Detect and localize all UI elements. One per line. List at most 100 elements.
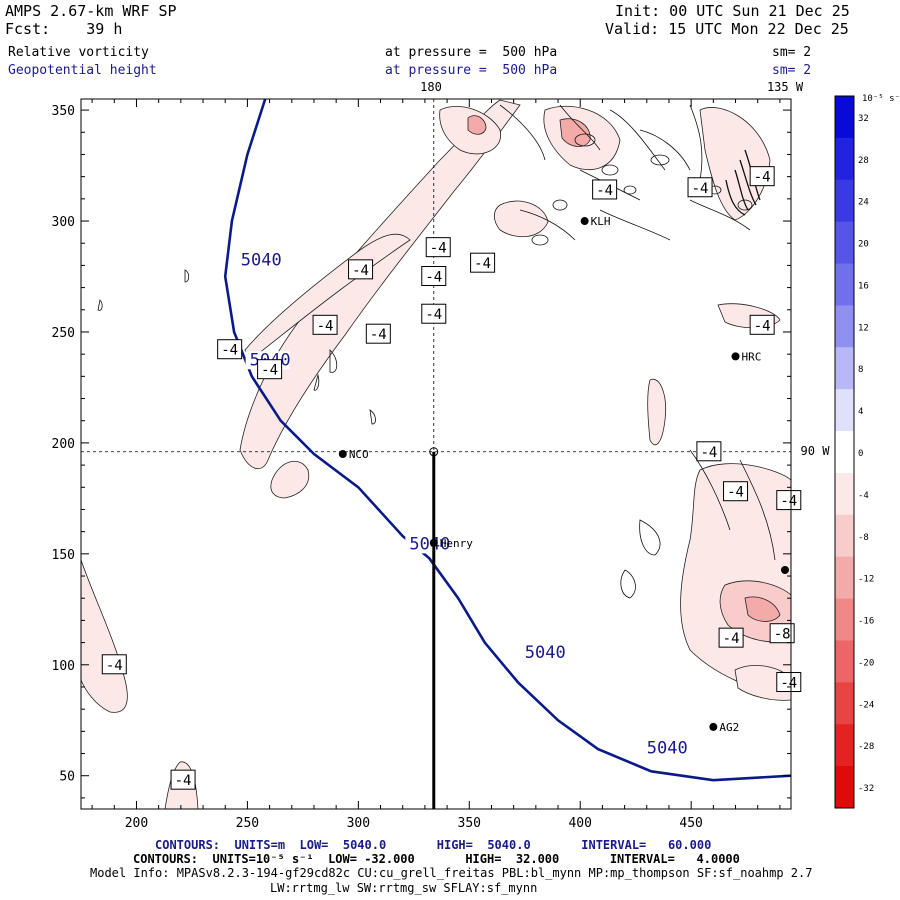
vorticity-label-text: -4 xyxy=(474,256,491,272)
height-contour-label: 5040 xyxy=(647,739,688,759)
x-tick-label: 450 xyxy=(679,816,702,831)
vorticity-label-text: -4 xyxy=(596,183,613,199)
vorticity-contour-label: -4 xyxy=(687,177,713,198)
height-label-bg xyxy=(520,644,565,663)
station-dot xyxy=(580,217,589,226)
vorticity-label-box xyxy=(257,359,283,380)
vorticity-label-text: -4 xyxy=(692,181,709,197)
vorticity-label-text: -4 xyxy=(352,263,369,279)
vorticity-label-box xyxy=(749,314,775,335)
colorbar-tick-label: -28 xyxy=(858,742,874,752)
colorbar-segment xyxy=(835,640,854,683)
vorticity-label-box xyxy=(776,672,802,693)
colorbar-tick-label: -4 xyxy=(858,491,869,501)
colorbar-segment xyxy=(835,514,854,558)
colorbar-unit: 10⁻⁵ s⁻¹ xyxy=(862,94,900,104)
colorbar-tick-label: 32 xyxy=(858,114,869,124)
vorticity-label-box xyxy=(421,266,447,286)
vorticity-label-text: -4 xyxy=(780,676,797,692)
vorticity-contour-label: -4 xyxy=(217,339,243,360)
colorbar-tick-label: -24 xyxy=(858,700,874,710)
field2-pressure: at pressure = 500 hPa xyxy=(385,63,558,78)
x-tick-label: 250 xyxy=(236,816,259,831)
station-label: HRC xyxy=(742,350,762,363)
vorticity-label-box xyxy=(425,237,451,258)
station-label: Henry xyxy=(440,537,473,550)
init-time: Init: 00 UTC Sun 21 Dec 25 xyxy=(615,2,850,20)
vorticity-contour-label: -4 xyxy=(421,266,447,286)
lon-label-135w: 135 W xyxy=(767,80,804,94)
vorticity-contour-label: -4 xyxy=(749,166,775,187)
colorbar-segment xyxy=(835,598,854,641)
station-dot xyxy=(731,352,740,361)
colorbar-segment xyxy=(835,556,854,600)
vorticity-label-box xyxy=(769,623,795,644)
vorticity-label-text: -4 xyxy=(261,363,278,379)
station-label: AG2 xyxy=(719,721,739,734)
vorticity-right-strip xyxy=(647,378,667,446)
height-label-bg xyxy=(236,251,281,270)
vorticity-cluster-east xyxy=(699,107,771,221)
colorbar-segment xyxy=(835,389,854,432)
colorbar-segment xyxy=(835,724,854,767)
footer-vorticity-contours: CONTOURS: UNITS=10⁻⁵ s⁻¹ LOW= -32.000 HI… xyxy=(133,852,740,866)
vorticity-blob-lower xyxy=(270,460,310,499)
vorticity-contour-label: -4 xyxy=(425,237,451,258)
colorbar-segment xyxy=(835,137,854,181)
colorbar-tick-label: 16 xyxy=(858,281,869,291)
y-tick-label: 50 xyxy=(59,770,75,785)
vorticity-label-box xyxy=(723,481,749,502)
vorticity-label-text: -4 xyxy=(723,631,740,647)
forecast-hour: Fcst: 39 h xyxy=(5,20,123,38)
vorticity-label-box xyxy=(718,627,744,648)
vorticity-label-box xyxy=(170,769,196,790)
y-tick-label: 100 xyxy=(52,659,75,674)
vorticity-label-box xyxy=(470,252,496,273)
station-dot xyxy=(338,450,347,458)
station-dot-edge xyxy=(781,566,789,574)
colorbar-segment xyxy=(835,472,854,516)
footer-model-info-2: LW:rrtmg_lw SW:rrtmg_sw SFLAY:sf_mynn xyxy=(270,881,538,895)
vorticity-contour-label: -4 xyxy=(421,303,447,324)
vorticity-contour-label: -4 xyxy=(365,323,391,344)
field1-pressure: at pressure = 500 hPa xyxy=(385,45,558,60)
vorticity-label-text: -4 xyxy=(106,658,123,674)
vorticity-label-box xyxy=(687,177,713,198)
footer-height-contours: CONTOURS: UNITS=m LOW= 5040.0 HIGH= 5040… xyxy=(155,838,712,852)
height-label-bg xyxy=(642,739,687,758)
vorticity-label-text: -4 xyxy=(425,307,442,323)
vorticity-contour-label: -4 xyxy=(170,769,196,790)
vorticity-label-text: -8 xyxy=(774,627,791,643)
height-contour-label: 5040 xyxy=(241,250,282,270)
plot-background xyxy=(81,99,791,809)
colorbar-segment xyxy=(835,682,854,725)
lat-label-90w: 90 W xyxy=(801,444,831,458)
vorticity-label-text: -4 xyxy=(370,327,387,343)
field2-smoothing: sm= 2 xyxy=(772,63,812,78)
model-title: AMPS 2.67-km WRF SP xyxy=(5,2,177,20)
vorticity-contour-label: -4 xyxy=(312,314,338,335)
vorticity-cluster-ne-core xyxy=(559,118,591,147)
vorticity-contour-label: -4 xyxy=(749,314,775,335)
colorbar-segment xyxy=(835,305,854,348)
vorticity-label-text: -4 xyxy=(317,318,334,334)
colorbar-tick-label: 0 xyxy=(858,449,863,459)
vorticity-label-box xyxy=(348,259,374,280)
vorticity-label-text: -4 xyxy=(221,343,238,359)
vorticity-label-box xyxy=(749,166,775,187)
field1-name: Relative vorticity xyxy=(8,45,149,60)
cross-section-marker xyxy=(429,447,439,457)
colorbar-tick-label: 20 xyxy=(858,240,869,250)
vorticity-contour-label: -8 xyxy=(769,623,795,644)
height-label-bg xyxy=(405,535,450,554)
vorticity-label-box xyxy=(421,303,447,324)
vorticity-contour-label: -4 xyxy=(776,672,802,693)
colorbar-tick-label: -16 xyxy=(858,617,874,627)
x-tick-label: 400 xyxy=(568,816,591,831)
vorticity-label-text: -4 xyxy=(700,445,717,461)
vorticity-label-text: -4 xyxy=(425,270,442,286)
vorticity-label-text: -4 xyxy=(430,241,447,257)
vorticity-contour-label: -4 xyxy=(101,654,127,675)
vorticity-contour-label: -4 xyxy=(470,252,496,273)
